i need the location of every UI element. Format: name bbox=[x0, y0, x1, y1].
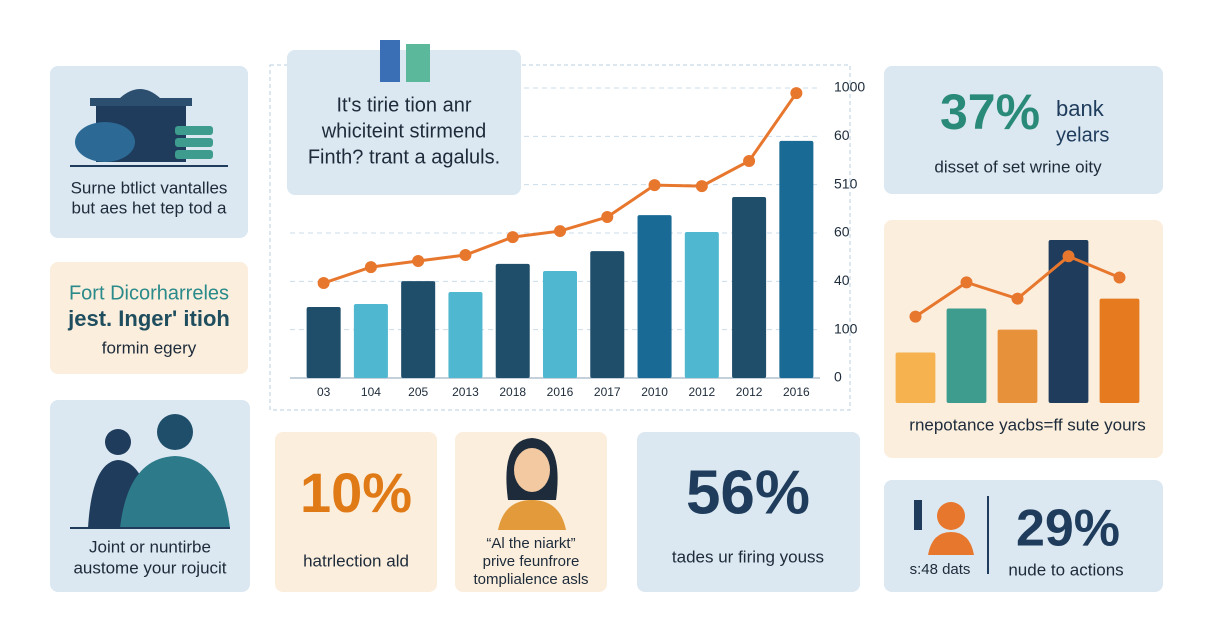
line-point bbox=[790, 87, 803, 100]
bar bbox=[895, 352, 936, 403]
card bbox=[884, 66, 1163, 194]
person-icon bbox=[914, 496, 989, 574]
x-tick-label: 205 bbox=[408, 385, 428, 399]
card-text: hatrlection ald bbox=[303, 551, 409, 570]
bar bbox=[1099, 298, 1140, 403]
card-text: austome your rojucit bbox=[73, 558, 226, 577]
x-tick-label: 2012 bbox=[688, 385, 715, 399]
bar bbox=[542, 270, 578, 378]
charts: 0 100 40 60 510 60 1000 03 104 205 2013 2018 2016 201… bbox=[290, 79, 1146, 434]
line-point bbox=[554, 225, 566, 238]
headline: whiciteint stirmend bbox=[321, 120, 487, 142]
stat: 56% bbox=[686, 458, 810, 527]
line-point bbox=[743, 154, 756, 167]
bar bbox=[684, 232, 719, 378]
card-text: “Al the niarkt” bbox=[486, 535, 575, 552]
doc-icon bbox=[380, 40, 430, 82]
card-heading: jest. Inger' itioh bbox=[67, 306, 230, 331]
x-tick-label: 2017 bbox=[594, 385, 621, 399]
line-point bbox=[459, 248, 472, 261]
stat: 29% bbox=[1016, 500, 1120, 558]
people-icon bbox=[70, 414, 230, 529]
woman-icon bbox=[498, 438, 566, 530]
bar bbox=[590, 251, 625, 378]
stat: 37% bbox=[940, 84, 1040, 140]
card bbox=[275, 432, 437, 592]
bar bbox=[637, 215, 672, 378]
bar bbox=[1048, 240, 1089, 403]
line-point bbox=[412, 255, 425, 268]
bank-icon bbox=[70, 89, 228, 167]
card-text: prive feunfrore bbox=[483, 553, 580, 570]
x-tick-label: 2016 bbox=[783, 385, 810, 399]
bar bbox=[946, 308, 987, 403]
card-text: tomplialence asls bbox=[473, 571, 588, 588]
y-tick-label: 510 bbox=[834, 175, 858, 191]
card-text: Surne btlict vantalles bbox=[71, 178, 228, 197]
stat: 10% bbox=[300, 461, 412, 524]
bar bbox=[732, 196, 767, 378]
chart-frame bbox=[269, 64, 851, 411]
card-text: disset of set wrine oity bbox=[934, 157, 1102, 176]
x-tick-label: 2016 bbox=[547, 385, 574, 399]
bar bbox=[401, 281, 436, 378]
y-tick-label: 100 bbox=[834, 320, 858, 336]
line-point bbox=[1062, 250, 1075, 263]
bar bbox=[353, 304, 388, 378]
card-text: formin egery bbox=[102, 338, 197, 357]
headline: Finth? trant a agaluls. bbox=[308, 146, 500, 168]
card-text: nude to actions bbox=[1008, 560, 1123, 579]
line-point bbox=[960, 276, 973, 289]
x-tick-label: 2018 bbox=[499, 385, 526, 399]
bar bbox=[306, 306, 341, 378]
card-heading: Fort Dicorharreles bbox=[69, 282, 229, 304]
line-point bbox=[1011, 292, 1024, 305]
bar bbox=[997, 329, 1038, 403]
line-point bbox=[1113, 271, 1126, 284]
x-tick-label: 104 bbox=[361, 385, 381, 399]
card-text: Joint or nuntirbe bbox=[89, 537, 211, 556]
y-tick-label: 1000 bbox=[834, 79, 865, 95]
headline: It's tirie tion anr bbox=[337, 94, 472, 116]
line-point bbox=[695, 180, 708, 193]
y-tick-label: 60 bbox=[834, 224, 850, 240]
bar bbox=[448, 291, 483, 378]
card-text: but aes het tep tod a bbox=[71, 198, 227, 217]
card bbox=[50, 262, 248, 374]
line-point bbox=[648, 179, 661, 192]
x-tick-label: 03 bbox=[317, 385, 331, 399]
x-tick-label: 2010 bbox=[641, 385, 668, 399]
bar bbox=[495, 263, 530, 378]
card-text: bank bbox=[1056, 96, 1105, 121]
card-text: s:48 dats bbox=[910, 561, 971, 578]
y-tick-label: 60 bbox=[834, 127, 850, 143]
line-point bbox=[364, 261, 377, 274]
y-tick-label: 0 bbox=[834, 369, 842, 385]
card bbox=[287, 50, 521, 195]
line-point bbox=[506, 231, 519, 244]
line-point bbox=[909, 310, 922, 323]
card-text: yelars bbox=[1056, 124, 1109, 146]
line-point bbox=[601, 211, 614, 224]
card bbox=[637, 432, 860, 592]
x-tick-label: 2012 bbox=[736, 385, 763, 399]
y-tick-label: 40 bbox=[834, 272, 850, 288]
chart-caption: rnepotance yacbs=ff sute yours bbox=[909, 415, 1145, 434]
bar bbox=[779, 140, 814, 378]
x-tick-label: 2013 bbox=[452, 385, 479, 399]
card-text: tades ur firing youss bbox=[672, 547, 824, 566]
line-point bbox=[317, 277, 330, 290]
